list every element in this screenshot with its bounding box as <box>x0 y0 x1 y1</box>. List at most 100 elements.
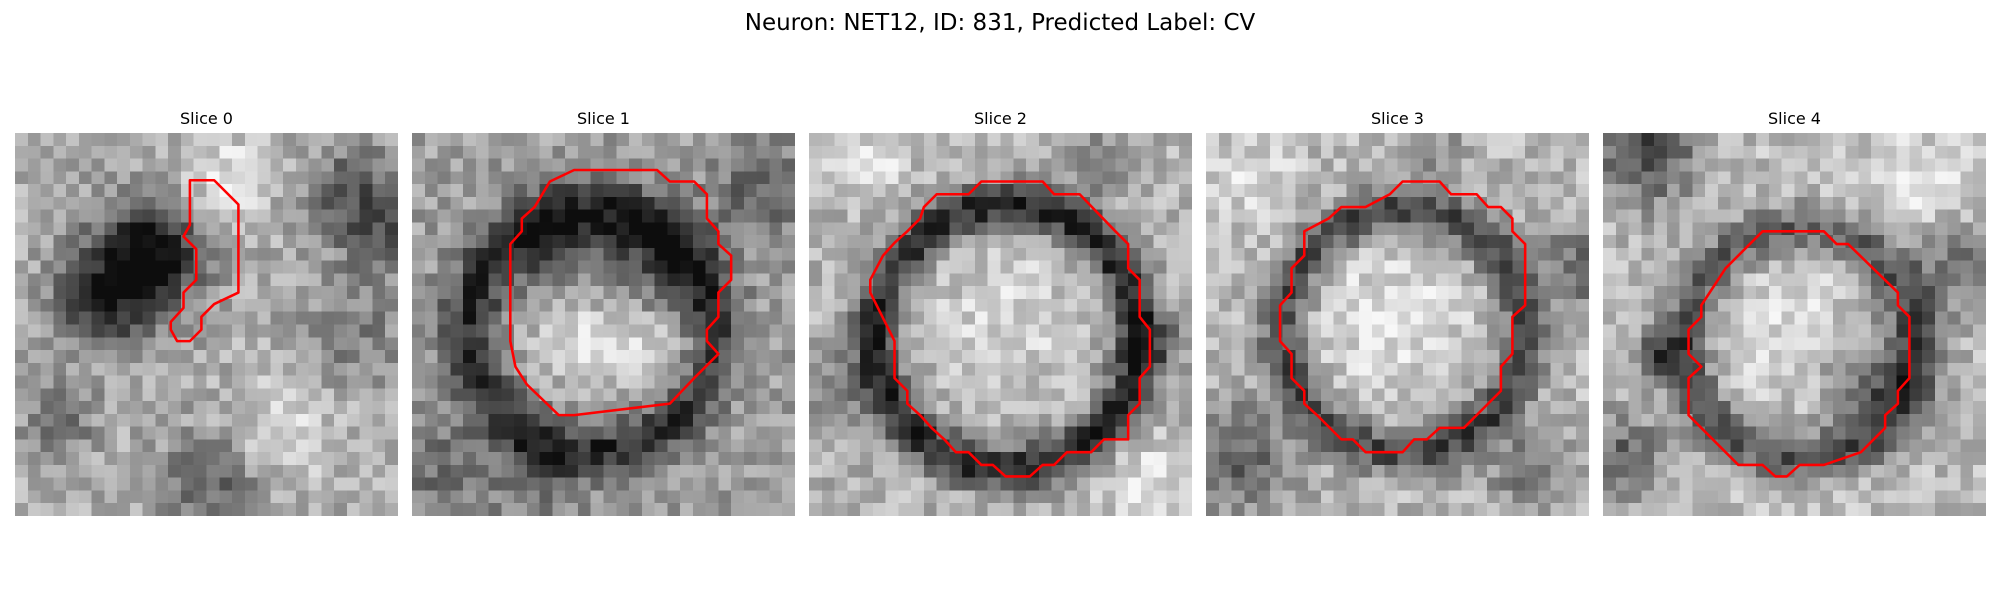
pixel <box>129 196 143 210</box>
pixel <box>603 452 617 466</box>
pixel <box>15 298 29 312</box>
pixel <box>1166 133 1180 147</box>
pixel <box>1641 337 1655 351</box>
pixel <box>1896 503 1910 516</box>
pixel <box>1038 477 1052 491</box>
pixel <box>731 247 745 261</box>
pixel <box>1359 413 1373 427</box>
pixel <box>629 247 643 261</box>
pixel <box>53 133 67 147</box>
pixel <box>437 490 451 504</box>
pixel <box>1512 171 1526 185</box>
pixel <box>1038 235 1052 249</box>
pixel <box>168 184 182 198</box>
pixel <box>1615 477 1629 491</box>
pixel <box>641 171 655 185</box>
pixel <box>1206 388 1220 402</box>
pixel <box>1295 209 1309 223</box>
pixel <box>1512 401 1526 415</box>
pixel <box>539 158 553 172</box>
pixel <box>270 375 284 389</box>
pixel <box>1346 413 1360 427</box>
pixel <box>1282 133 1296 147</box>
pixel <box>974 145 988 159</box>
pixel <box>1922 490 1936 504</box>
pixel <box>180 375 194 389</box>
pixel <box>180 439 194 453</box>
pixel <box>1140 133 1154 147</box>
pixel <box>872 337 886 351</box>
pixel <box>1423 388 1437 402</box>
pixel <box>412 209 426 223</box>
pixel <box>142 311 156 325</box>
pixel <box>1179 222 1192 236</box>
pixel <box>257 196 271 210</box>
pixel <box>756 439 770 453</box>
pixel <box>1820 375 1834 389</box>
pixel <box>987 184 1001 198</box>
pixel <box>475 439 489 453</box>
pixel <box>641 133 655 147</box>
pixel <box>321 260 335 274</box>
pixel <box>1499 273 1513 287</box>
pixel <box>1499 477 1513 491</box>
pixel <box>616 133 630 147</box>
pixel <box>40 413 54 427</box>
pixel <box>769 362 783 376</box>
pixel <box>1397 133 1411 147</box>
pixel <box>1525 503 1539 516</box>
pixel <box>346 490 360 504</box>
pixel <box>463 337 477 351</box>
pixel <box>424 222 438 236</box>
pixel <box>1922 503 1936 516</box>
pixel <box>718 413 732 427</box>
pixel <box>412 260 426 274</box>
pixel <box>193 158 207 172</box>
pixel <box>412 273 426 287</box>
pixel <box>514 286 528 300</box>
pixel <box>117 222 131 236</box>
pixel <box>40 375 54 389</box>
pixel <box>1486 247 1500 261</box>
pixel <box>1269 350 1283 364</box>
pixel <box>1499 247 1513 261</box>
pixel <box>1692 145 1706 159</box>
pixel <box>1537 401 1551 415</box>
pixel <box>372 426 386 440</box>
pixel <box>372 337 386 351</box>
pixel <box>911 350 925 364</box>
pixel <box>847 375 861 389</box>
pixel <box>936 273 950 287</box>
pixel <box>577 247 591 261</box>
pixel <box>27 477 41 491</box>
pixel <box>1384 452 1398 466</box>
pixel <box>923 311 937 325</box>
pixel <box>1883 298 1897 312</box>
pixel <box>1384 298 1398 312</box>
pixel <box>809 196 823 210</box>
pixel <box>1641 324 1655 338</box>
pixel <box>1576 171 1589 185</box>
pixel <box>232 133 246 147</box>
pixel <box>1743 439 1757 453</box>
pixel <box>514 260 528 274</box>
pixel <box>1692 196 1706 210</box>
pixel <box>1026 145 1040 159</box>
pixel <box>1244 324 1258 338</box>
pixel <box>1512 235 1526 249</box>
pixel <box>1435 452 1449 466</box>
pixel <box>1140 171 1154 185</box>
pixel <box>834 298 848 312</box>
pixel <box>962 222 976 236</box>
pixel <box>1051 260 1065 274</box>
pixel <box>590 388 604 402</box>
pixel <box>743 388 757 402</box>
pixel <box>603 209 617 223</box>
pixel <box>1102 439 1116 453</box>
pixel <box>1153 184 1167 198</box>
pixel <box>1922 209 1936 223</box>
pixel <box>641 362 655 376</box>
pixel <box>142 490 156 504</box>
pixel <box>885 196 899 210</box>
pixel <box>1743 235 1757 249</box>
